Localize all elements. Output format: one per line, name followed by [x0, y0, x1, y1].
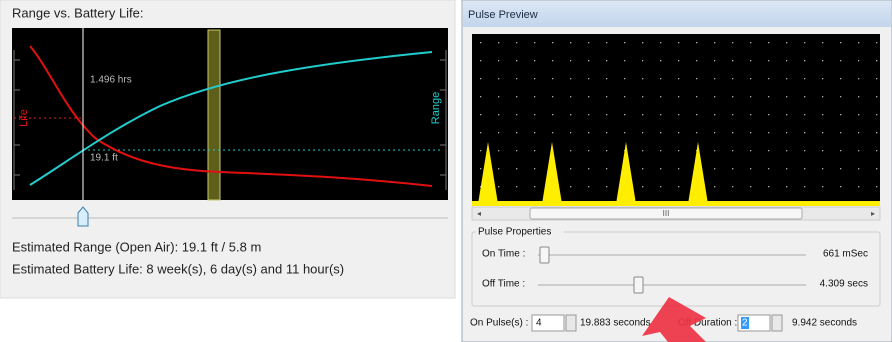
marker-band — [207, 29, 221, 201]
off-time-thumb[interactable] — [633, 276, 644, 294]
off-duration-value: 2 — [742, 318, 748, 329]
range-chart — [12, 28, 448, 200]
off-time-value: 4.309 secs — [820, 279, 868, 290]
hours-label: 1.496 hrs — [90, 75, 132, 86]
scroll-thumb[interactable] — [529, 207, 803, 220]
feet-label: 19.1 ft — [90, 153, 118, 164]
on-pulses-value: 4 — [536, 318, 542, 329]
window-title: Pulse Preview — [468, 9, 538, 21]
life-curve — [29, 45, 433, 187]
on-pulses-seconds: 19.883 seconds — [580, 318, 651, 329]
pulse-spikes — [478, 142, 708, 204]
scroll-right[interactable]: ▸ — [871, 209, 875, 218]
pointer-arrow — [642, 297, 706, 342]
preview-grid — [472, 34, 880, 204]
on-pulses-input[interactable] — [531, 314, 565, 332]
scroll-grip: III — [663, 209, 670, 218]
on-pulses-spinner[interactable] — [565, 314, 577, 332]
baseline — [472, 201, 880, 206]
off-time-label: Off Time : — [482, 279, 525, 290]
estimated-battery: Estimated Battery Life: 8 week(s), 6 day… — [12, 261, 344, 276]
off-duration-label: Off Duration : — [678, 318, 737, 329]
group-title-bg — [476, 226, 564, 238]
on-pulses-label: On Pulse(s) : — [470, 318, 528, 329]
off-duration-spinner[interactable] — [771, 314, 783, 332]
estimated-range: Estimated Range (Open Air): 19.1 ft / 5.… — [12, 239, 261, 254]
group-title: Pulse Properties — [478, 227, 551, 238]
on-time-label: On Time : — [482, 249, 525, 260]
title-bar — [463, 1, 891, 27]
selection — [741, 317, 749, 329]
off-duration-seconds: 9.942 seconds — [792, 318, 857, 329]
life-axis-label: Life — [18, 109, 30, 127]
slider-thumb[interactable] — [77, 206, 89, 227]
range-axis-label: Range — [430, 92, 442, 124]
on-time-value: 661 mSec — [823, 249, 868, 260]
panel-title: Range vs. Battery Life: — [12, 5, 144, 20]
range-curve — [29, 51, 433, 186]
edge-ticks — [13, 50, 447, 190]
scroll-left[interactable]: ◂ — [477, 209, 481, 218]
on-time-thumb[interactable] — [539, 246, 550, 264]
